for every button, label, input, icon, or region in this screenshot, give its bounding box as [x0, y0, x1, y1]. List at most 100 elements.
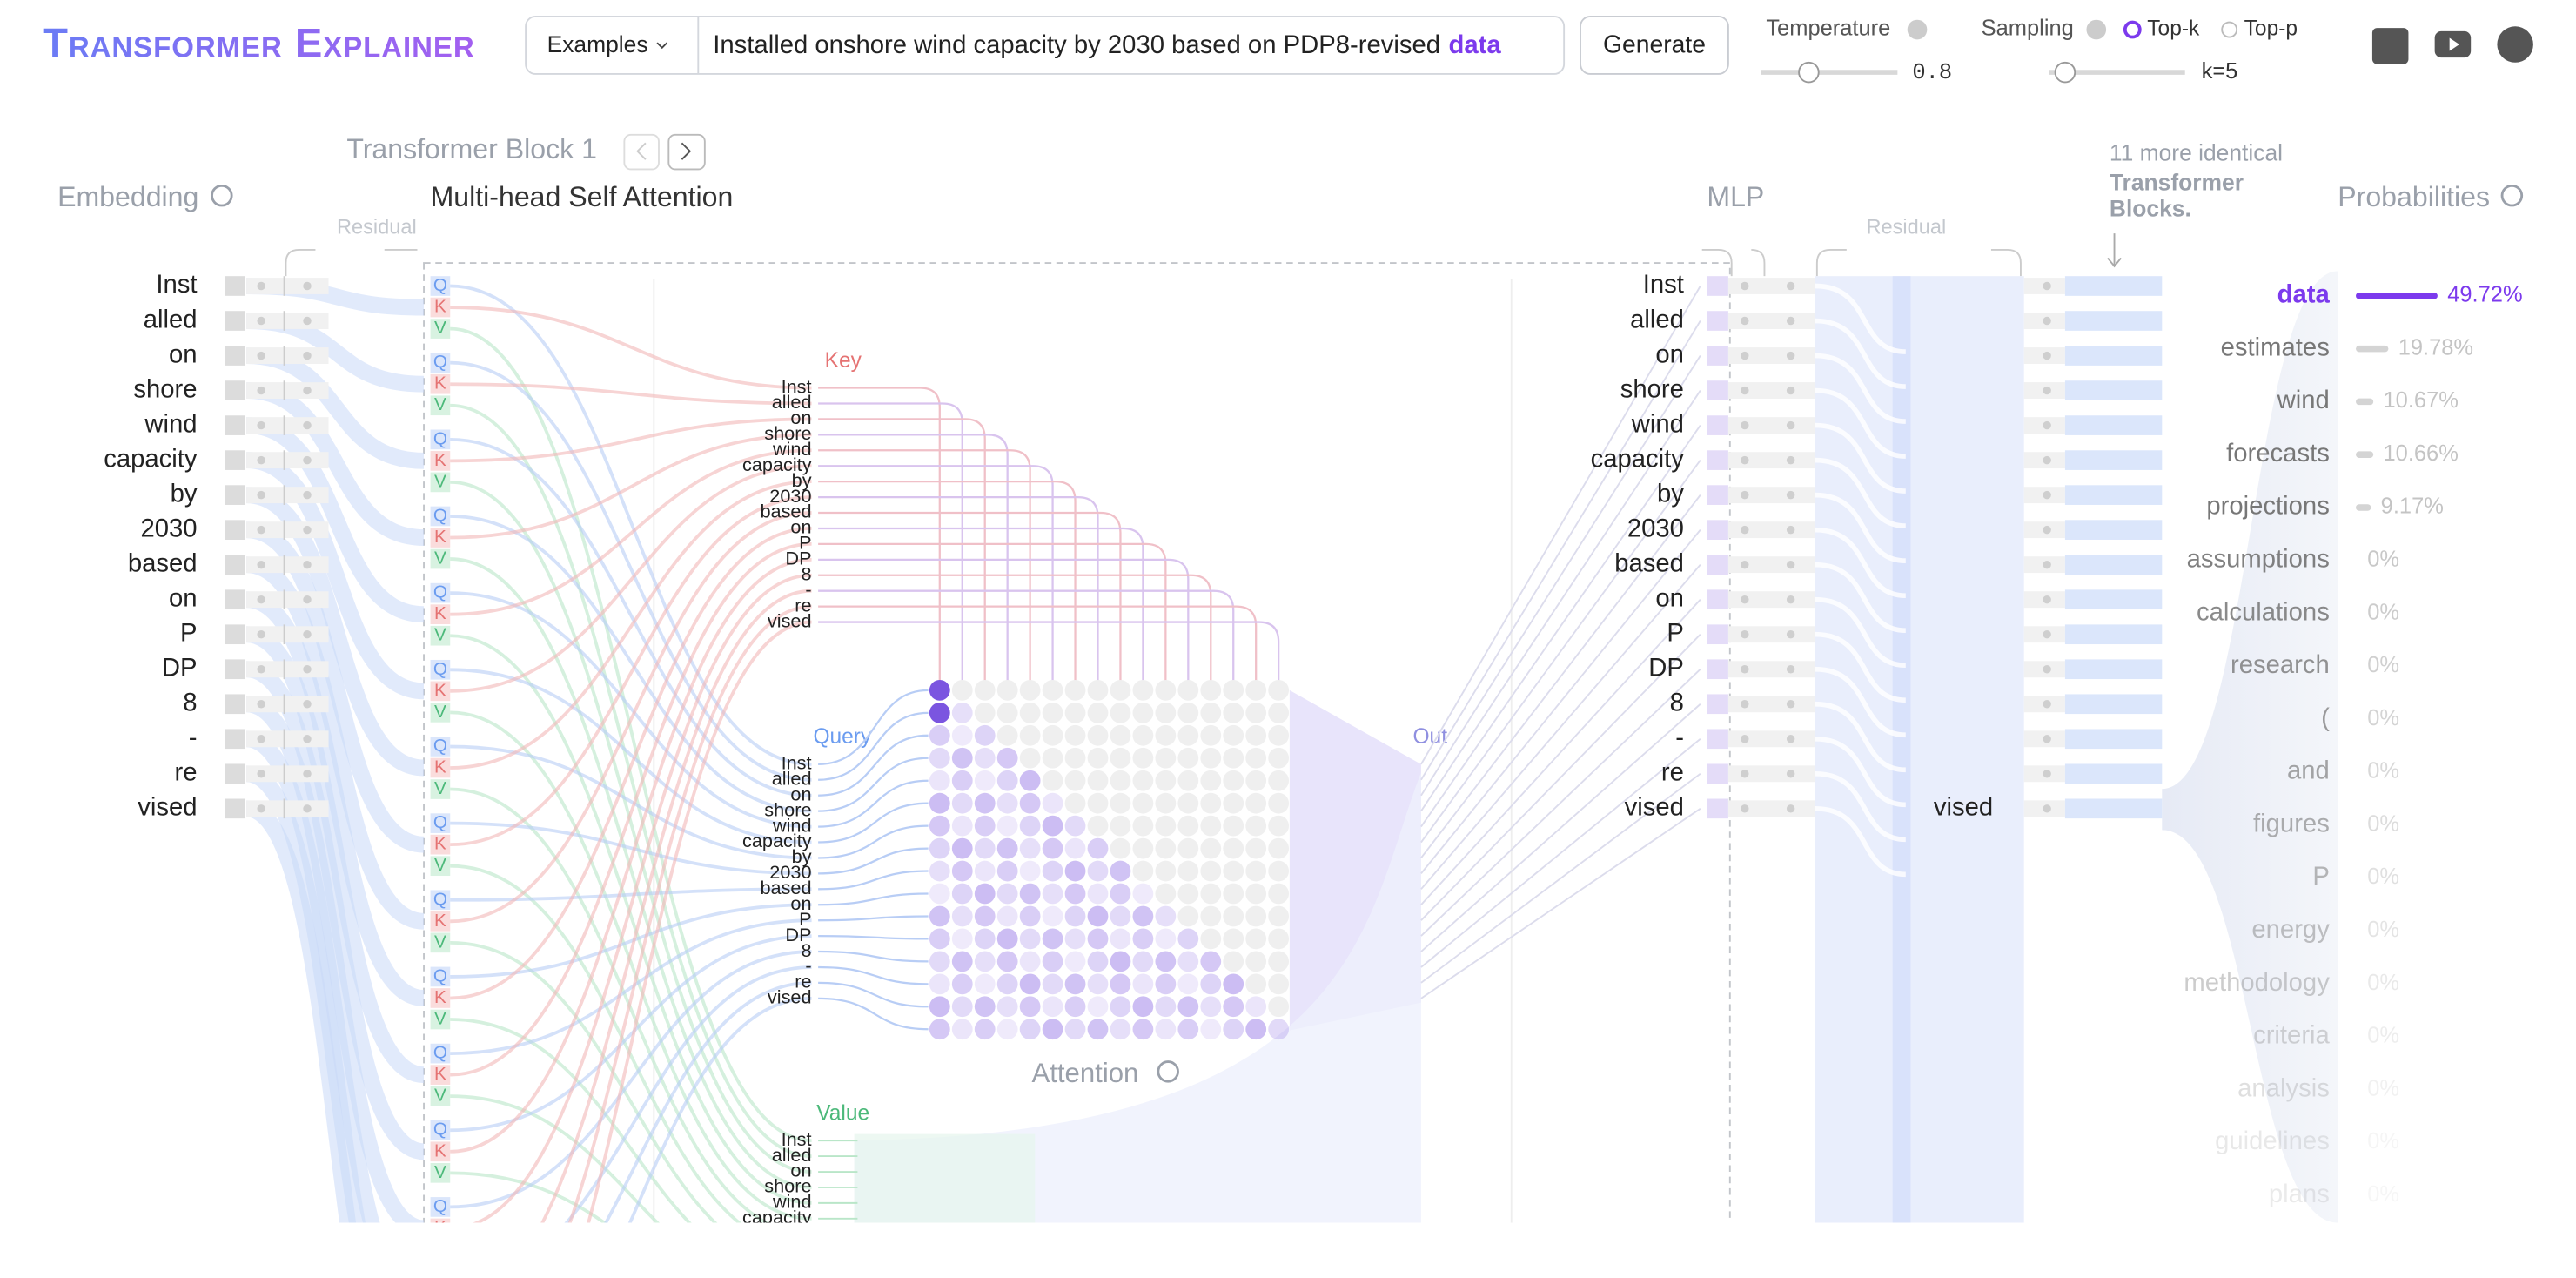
embedding-track	[246, 730, 329, 748]
attention-cell	[1132, 837, 1154, 859]
attention-cell	[1200, 883, 1222, 905]
dot	[303, 665, 312, 674]
next-block[interactable]	[667, 133, 706, 171]
key-line	[818, 511, 1122, 681]
dot	[2043, 525, 2051, 535]
value-token: alled	[772, 1144, 812, 1166]
generate-button[interactable]	[1580, 15, 1729, 75]
attention-cell	[1245, 973, 1267, 995]
attention-cell	[1087, 860, 1109, 882]
query-line	[818, 847, 929, 875]
attention-cell	[951, 770, 973, 791]
slider-knob[interactable]	[2054, 61, 2076, 84]
attention-cell	[974, 1019, 996, 1040]
attention-cell	[1132, 680, 1154, 701]
qkv-cell	[430, 472, 451, 493]
attention-cell	[996, 770, 1018, 791]
embedding-token: DP	[162, 654, 198, 682]
mlp-track	[1727, 765, 1815, 783]
key-line	[818, 449, 1031, 681]
input-text[interactable]: Installed onshore wind capacity by 2030 …	[713, 31, 1501, 59]
attention-cell	[929, 1019, 950, 1040]
probability-label: 0%	[2367, 759, 2399, 784]
embedding-flow	[245, 487, 425, 777]
probabilities-label[interactable]: Probabilities	[2338, 181, 2490, 212]
mlp-input	[1707, 380, 1728, 400]
attention-cell	[1245, 928, 1267, 950]
mlp-token: vised	[1625, 794, 1684, 822]
v-flow	[450, 1094, 661, 1223]
attention-cell	[1177, 996, 1199, 1018]
examples-dropdown[interactable]: Examples	[547, 31, 648, 57]
embedding-token: based	[128, 549, 198, 577]
qkv-letter: K	[434, 527, 446, 547]
key-token: re	[795, 594, 811, 615]
mlp-input	[1707, 624, 1728, 645]
embedding-flow	[245, 417, 425, 623]
input-box[interactable]	[525, 15, 1566, 75]
attention-cell	[1155, 996, 1177, 1018]
v-flow	[450, 864, 742, 1223]
qkv-cell	[430, 757, 451, 778]
mlp-track	[1727, 521, 1815, 539]
help-icon[interactable]	[1907, 19, 1928, 40]
pdf-icon[interactable]	[2371, 28, 2409, 64]
attention-cell	[1268, 815, 1290, 837]
dot	[303, 595, 312, 604]
k-flow	[450, 527, 812, 1000]
qkv-cell	[431, 1274, 451, 1278]
embedding-token: on	[169, 584, 198, 612]
zoom-icon[interactable]	[1157, 1060, 1179, 1083]
qkv-cell	[431, 1240, 451, 1260]
slider-knob[interactable]	[1798, 61, 1820, 84]
key-line	[818, 495, 1099, 681]
probability-label: 10.66%	[2383, 441, 2458, 466]
embedding-token: re	[175, 759, 198, 787]
attention-cell	[1110, 680, 1131, 701]
embedding-track	[246, 696, 329, 713]
attention-cell	[1110, 770, 1131, 791]
attention-cell	[1042, 680, 1063, 701]
help-icon[interactable]	[2086, 19, 2107, 40]
embedding-label[interactable]: Embedding	[57, 181, 198, 212]
qkv-cell	[430, 451, 451, 471]
radio-top-p[interactable]	[2221, 21, 2238, 38]
radio-top-k[interactable]	[2123, 20, 2142, 39]
dot	[257, 281, 265, 291]
attention-cell	[1042, 702, 1063, 723]
out-line	[1420, 669, 1701, 937]
attention-cell	[1087, 973, 1109, 995]
embedding-track	[246, 765, 329, 783]
dot	[1786, 386, 1795, 395]
attention-cell	[1223, 928, 1244, 950]
embedding-vector	[225, 415, 245, 435]
attention-cell	[996, 747, 1018, 769]
prev-block[interactable]	[623, 133, 660, 171]
attention-cell	[996, 1019, 1018, 1040]
dot	[1786, 455, 1795, 465]
probability-label: 0%	[2367, 1076, 2399, 1100]
probability-bar	[2356, 504, 2371, 511]
attention-matrix-label[interactable]: Attention	[1032, 1058, 1139, 1088]
probability-label: 49.72%	[2447, 283, 2522, 307]
zoom-icon[interactable]	[2500, 184, 2524, 207]
attention-cell	[929, 837, 950, 859]
k-flow	[450, 417, 812, 463]
attention-cell	[1155, 883, 1177, 905]
attention-cell	[996, 837, 1018, 859]
value-token: by	[792, 1221, 812, 1243]
qkv-letter: K	[434, 1217, 446, 1237]
attention-cell	[1087, 747, 1109, 769]
qkv-cell	[430, 966, 451, 987]
mlp-flow	[1815, 596, 1906, 669]
mlp-token: alled	[1630, 306, 1684, 333]
attention-cell	[1110, 815, 1131, 837]
zoom-icon[interactable]	[211, 184, 233, 207]
mlp-flow	[1815, 770, 1906, 843]
dot	[303, 629, 312, 639]
github-icon[interactable]	[2497, 26, 2533, 63]
qkv-letter: K	[434, 450, 446, 470]
embedding-vector	[225, 763, 245, 784]
attention-cell	[1223, 747, 1244, 769]
output-vector	[2064, 729, 2163, 750]
